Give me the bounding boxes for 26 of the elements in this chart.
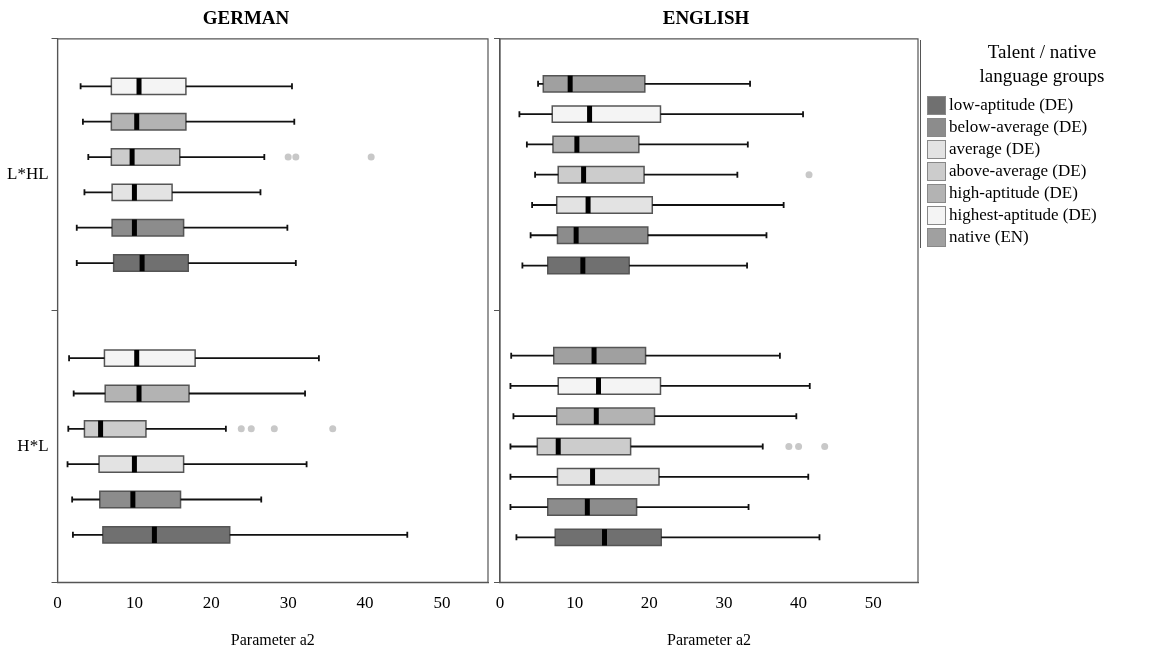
x-axis-title: Parameter a2 — [230, 630, 315, 648]
y-tick-label: H*L — [17, 435, 49, 455]
legend-label: native (EN) — [949, 227, 1029, 247]
x-tick-label: 20 — [202, 593, 220, 613]
legend-label: average (DE) — [949, 139, 1041, 159]
x-tick-label: 10 — [125, 593, 143, 613]
x-tick-label: 10 — [566, 593, 584, 613]
legend-label: high-aptitude (DE) — [949, 183, 1078, 203]
x-tick-label: 0 — [53, 593, 62, 613]
x-tick-label: 30 — [715, 593, 733, 613]
y-tick-label: L*HL — [7, 164, 49, 184]
x-tick-label: 20 — [640, 593, 658, 613]
chart-title: GERMAN — [202, 7, 290, 29]
legend-label: below-average (DE) — [949, 117, 1088, 137]
legend-label: highest-aptitude (DE) — [949, 205, 1097, 225]
legend-label: low-aptitude (DE) — [949, 95, 1074, 115]
x-tick-label: 50 — [433, 593, 451, 613]
chart-title: ENGLISH — [662, 7, 750, 29]
x-tick-label: 0 — [495, 593, 505, 613]
legend-label: above-average (DE) — [949, 161, 1087, 181]
x-axis-title: Parameter a2 — [667, 630, 751, 648]
x-tick-label: 40 — [356, 593, 374, 613]
legend-title: Talent / native language groups — [978, 40, 1106, 88]
x-tick-label: 40 — [790, 593, 808, 613]
x-tick-label: 30 — [279, 593, 297, 613]
x-tick-label: 50 — [864, 593, 882, 613]
